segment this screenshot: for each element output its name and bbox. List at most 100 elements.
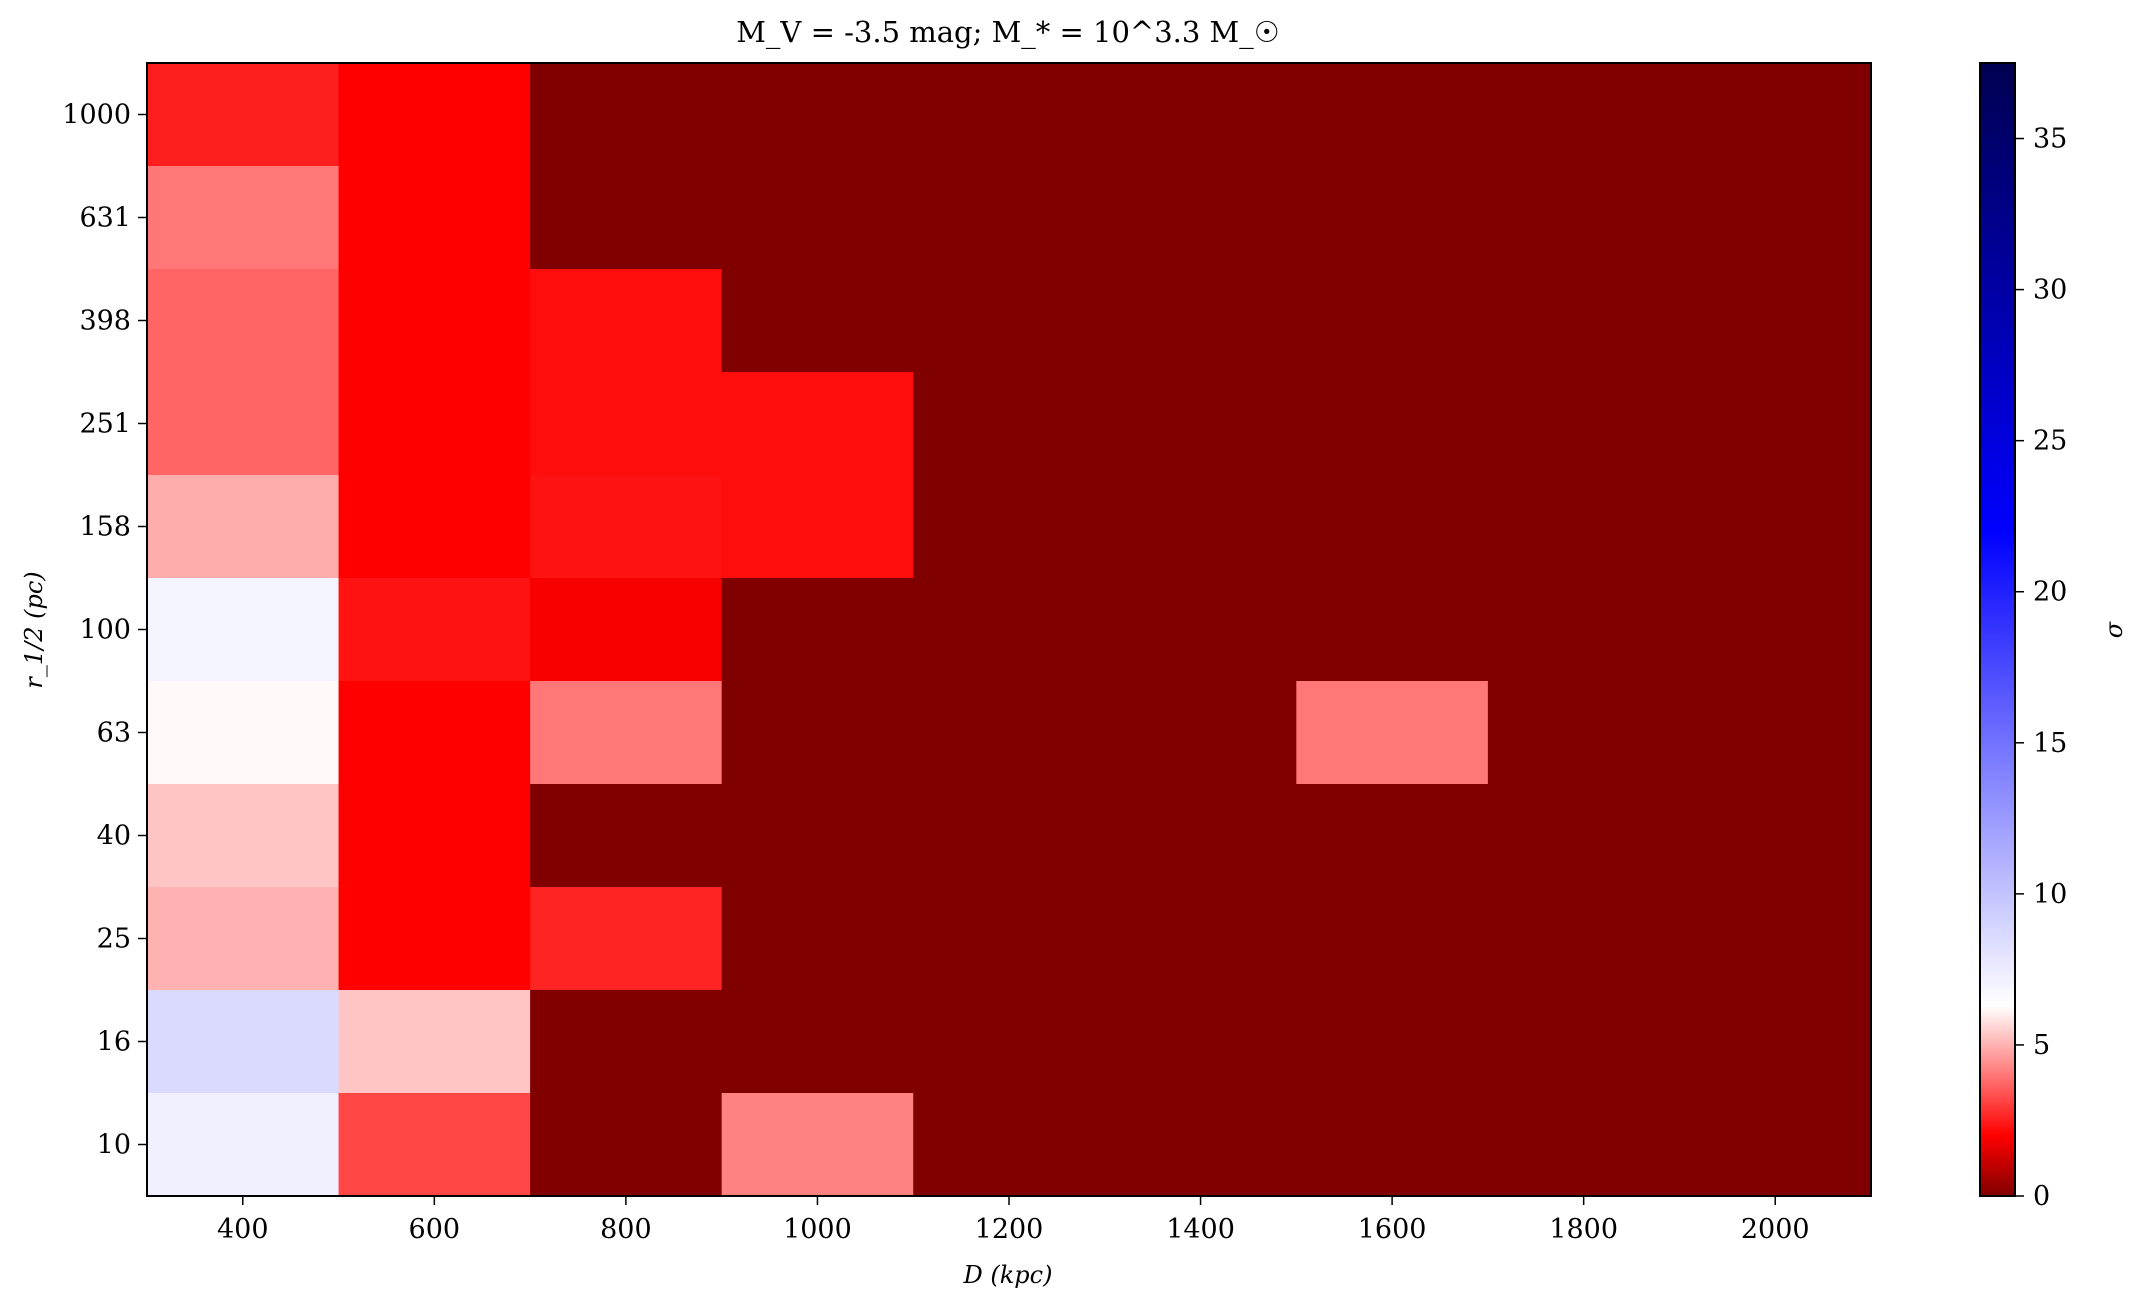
heatmap-cell	[1487, 269, 1681, 373]
heatmap-cell	[913, 269, 1106, 373]
heatmap-cell	[1679, 578, 1872, 682]
heatmap-cell	[1296, 269, 1489, 373]
heatmap-cell	[913, 166, 1106, 270]
heatmap-cell	[1104, 475, 1297, 579]
x-tick-label: 600	[409, 1214, 461, 1245]
x-tick-label: 400	[217, 1214, 269, 1245]
heatmap-cell	[338, 372, 531, 476]
heatmap-cell	[1104, 784, 1297, 888]
heatmap-cell	[530, 990, 723, 1094]
heatmap-cell	[1487, 63, 1681, 167]
heatmap-cell	[1679, 475, 1872, 579]
heatmap-cell	[1487, 1093, 1681, 1197]
heatmap-cell	[530, 784, 723, 888]
heatmap-cell	[1487, 681, 1681, 785]
heatmap-cell	[1296, 372, 1489, 476]
heatmap-cell	[147, 887, 340, 991]
heatmap-cell	[147, 372, 340, 476]
heatmap-cell	[1296, 166, 1489, 270]
heatmap-cell	[1679, 784, 1872, 888]
x-axis-label: D (kpc)	[963, 1261, 1053, 1289]
heatmap-cell	[147, 990, 340, 1094]
heatmap-cell	[913, 1093, 1106, 1197]
heatmap-cell	[1487, 166, 1681, 270]
heatmap-cell	[1679, 1093, 1872, 1197]
heatmap-cell	[530, 1093, 723, 1197]
heatmap-cell	[1679, 887, 1872, 991]
heatmap-cell	[1679, 990, 1872, 1094]
x-tick-label: 800	[600, 1214, 652, 1245]
y-tick-label: 40	[97, 821, 131, 852]
heatmap-cell	[338, 63, 531, 167]
heatmap-cell	[1296, 887, 1489, 991]
y-tick-label: 10	[97, 1130, 131, 1161]
x-tick-label: 1400	[1166, 1214, 1235, 1245]
heatmap-cell	[1679, 269, 1872, 373]
heatmap-cell	[1487, 372, 1681, 476]
heatmap-cell	[147, 1093, 340, 1197]
chart-title: M_V = -3.5 mag; M_* = 10^3.3 M_☉	[736, 15, 1280, 50]
heatmap-cell	[1296, 681, 1489, 785]
heatmap-cell	[1296, 63, 1489, 167]
heatmap-cell	[1296, 475, 1489, 579]
heatmap-cell	[1296, 578, 1489, 682]
heatmap-cell	[530, 578, 723, 682]
heatmap-cell	[147, 166, 340, 270]
heatmap-cell	[913, 887, 1106, 991]
y-tick-label: 251	[79, 409, 131, 440]
heatmap-cell	[721, 372, 914, 476]
heatmap-cell	[913, 784, 1106, 888]
heatmap-cell	[530, 166, 723, 270]
heatmap-cell	[338, 1093, 531, 1197]
heatmap-cell	[338, 990, 531, 1094]
heatmap-cell	[530, 63, 723, 167]
colorbar	[1979, 62, 2016, 1197]
heatmap-cell	[1104, 681, 1297, 785]
heatmap-cell	[721, 681, 914, 785]
colorbar-tick-label: 5	[2033, 1030, 2050, 1061]
heatmap-cell	[1296, 990, 1489, 1094]
heatmap-cell	[1104, 1093, 1297, 1197]
x-tick-label: 1800	[1549, 1214, 1618, 1245]
heatmap-cell	[147, 681, 340, 785]
heatmap-cell	[530, 681, 723, 785]
heatmap-cell	[1296, 784, 1489, 888]
heatmap-cell	[1679, 166, 1872, 270]
heatmap-cell	[1104, 269, 1297, 373]
heatmap-cell	[147, 784, 340, 888]
heatmap-cell	[147, 269, 340, 373]
heatmap-cell	[1104, 990, 1297, 1094]
heatmap-cell	[913, 990, 1106, 1094]
y-tick-label: 25	[97, 924, 131, 955]
heatmap-cell	[338, 269, 531, 373]
y-tick-label: 631	[79, 203, 131, 234]
heatmap-cell	[530, 475, 723, 579]
heatmap-cell	[913, 578, 1106, 682]
heatmap-cell	[721, 475, 914, 579]
x-tick-label: 1200	[975, 1214, 1044, 1245]
colorbar-ticks: 0 5 10 15 20 25 30 35	[2015, 124, 2067, 1212]
x-tick-label: 1600	[1358, 1214, 1427, 1245]
heatmap-cell	[721, 1093, 914, 1197]
heatmap-cell	[1104, 578, 1297, 682]
heatmap-cell	[1104, 887, 1297, 991]
heatmap-cell	[1104, 63, 1297, 167]
heatmap-cell	[1487, 990, 1681, 1094]
heatmap-cell	[338, 887, 531, 991]
heatmap-cell	[1487, 887, 1681, 991]
heatmap-cell	[338, 784, 531, 888]
heatmap-cell	[1487, 578, 1681, 682]
heatmap-cell	[913, 372, 1106, 476]
y-tick-label: 63	[97, 718, 131, 749]
heatmap-cell	[147, 475, 340, 579]
heatmap-cell	[721, 990, 914, 1094]
heatmap-cell	[1104, 372, 1297, 476]
colorbar-tick-label: 10	[2033, 879, 2067, 910]
heatmap-cell	[338, 475, 531, 579]
heatmap-cell	[721, 784, 914, 888]
colorbar-tick-label: 35	[2033, 124, 2067, 155]
y-axis-ticks: 1000 631 398 251 158 100 63 40 25 16 10	[62, 100, 147, 1161]
heatmap-cell	[1487, 475, 1681, 579]
x-axis-ticks: 400 600 800 1000 1200 1400 1600 1800 2000	[217, 1196, 1810, 1245]
